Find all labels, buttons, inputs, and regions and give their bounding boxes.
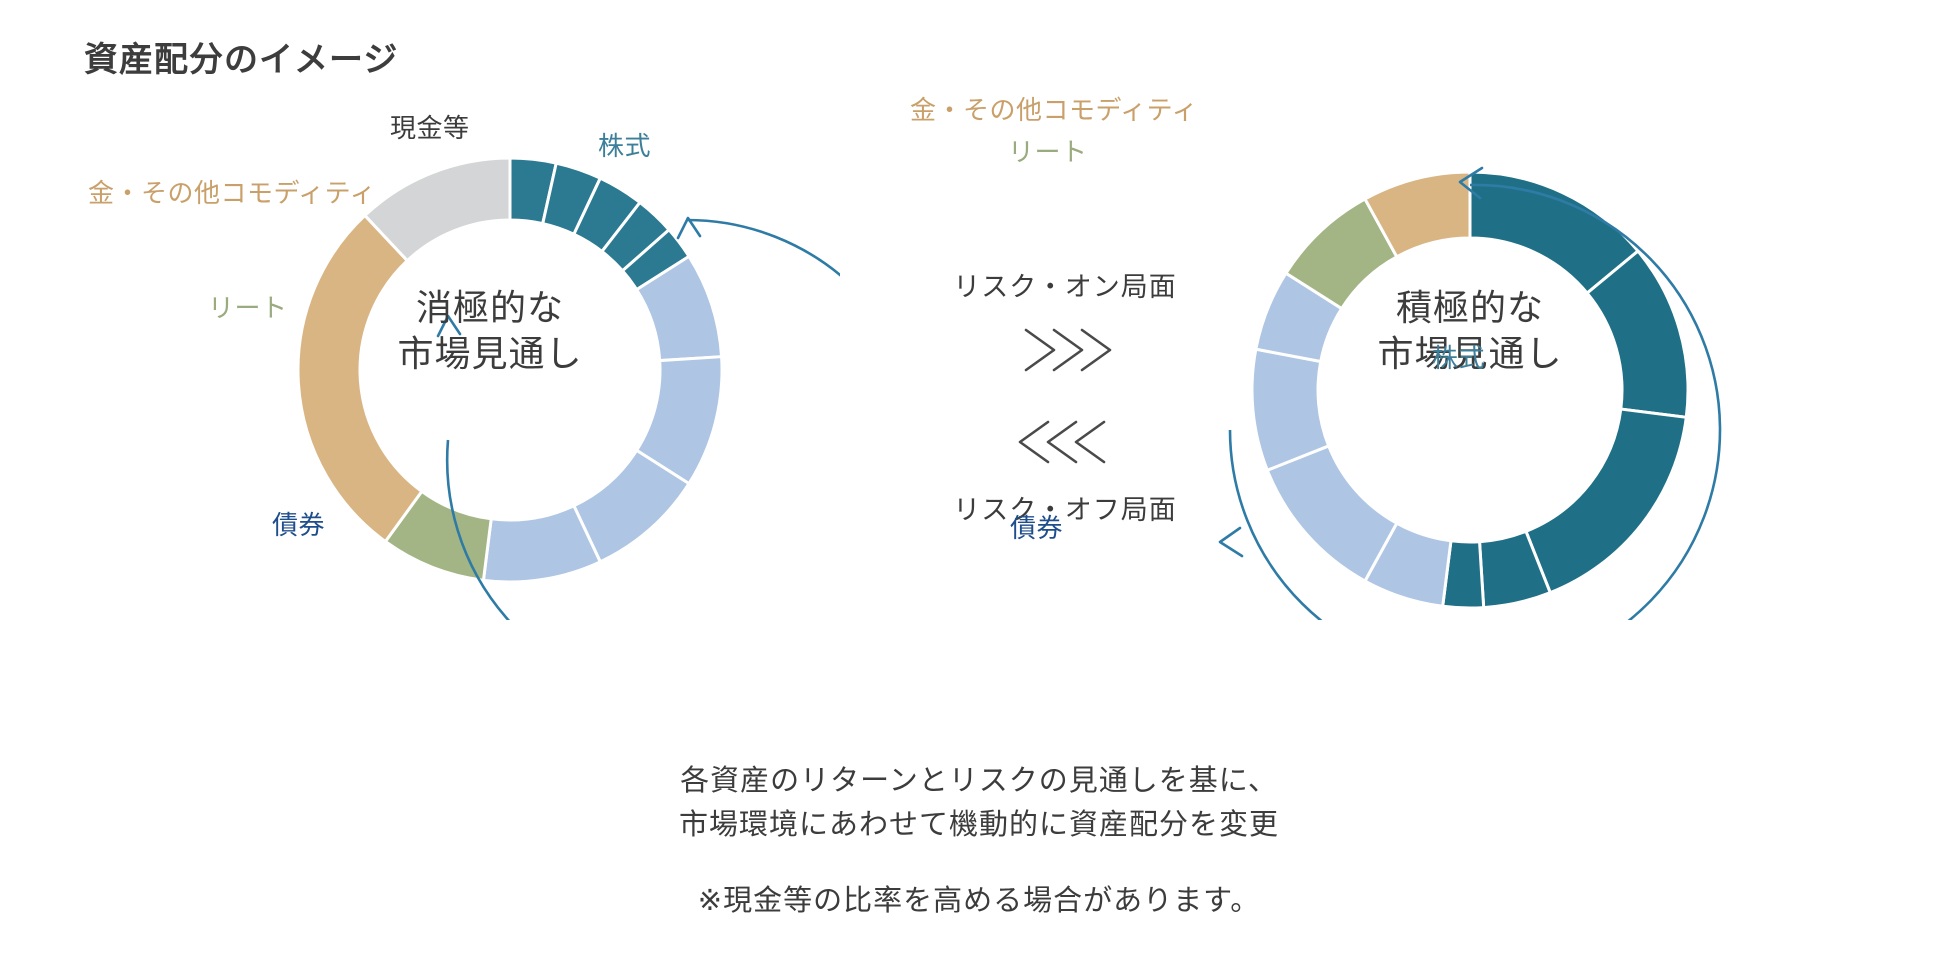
label-bond-right: 債券: [1010, 513, 1064, 543]
risk-on-label: リスク・オン局面: [953, 272, 1177, 302]
label-bond-left: 債券: [272, 510, 326, 540]
aggressive-allocation-chart: 積極的な 市場見通し 金・その他コモディティ リート 株式 債券: [910, 90, 1860, 677]
chevron-left-triple-icon: [900, 396, 1230, 488]
label-equity-left: 株式: [598, 131, 652, 161]
footer-block: 各資産のリターンとリスクの見通しを基に、 市場環境にあわせて機動的に資産配分を変…: [0, 760, 1958, 919]
label-commodity-right: 金・その他コモディティ: [910, 95, 1199, 125]
donut-slice: [1265, 444, 1399, 584]
aggressive-flow-arrow-head-top: [1458, 166, 1484, 200]
footer-note: ※現金等の比率を高める場合があります。: [697, 885, 1261, 917]
risk-off-label: リスク・オフ局面: [953, 495, 1177, 525]
defensive-flow-arrow-head-top: [676, 216, 702, 240]
defensive-donut-svg: [296, 156, 929, 702]
footer-line-2: 市場環境にあわせて機動的に資産配分を変更: [678, 808, 1279, 841]
label-reit-left: リート: [208, 293, 288, 323]
aggressive-flow-arrow-head-bottom: [1218, 526, 1244, 558]
label-equity-right: 株式: [1432, 343, 1486, 373]
defensive-center-line1: 消極的な: [415, 287, 564, 328]
aggressive-center-line1: 積極的な: [1395, 287, 1544, 328]
aggressive-donut-slices: [1250, 170, 1690, 610]
defensive-center-text: 消極的な 市場見通し: [310, 285, 670, 377]
defensive-allocation-chart: 消極的な 市場見通し 現金等 株式 金・その他コモディティ リート 債券: [88, 100, 929, 702]
donut-slice: [1362, 170, 1472, 259]
aggressive-center-line2: 市場見通し: [1377, 333, 1563, 375]
donut-slice: [362, 156, 512, 263]
aggressive-flow-arc: [1228, 183, 1722, 677]
defensive-flow-arrow-head-left: [436, 314, 462, 338]
label-commodity-left: 金・その他コモディティ: [88, 178, 377, 208]
market-phase-block: リスク・オン局面 リスク・オフ局面: [900, 265, 1230, 527]
label-cash-left: 現金等: [390, 113, 470, 143]
page-title: 資産配分のイメージ: [84, 41, 399, 79]
aggressive-center-text: 積極的な 市場見通し: [1285, 285, 1655, 377]
donut-slice: [296, 213, 424, 544]
chevron-right-triple-icon: [900, 304, 1230, 396]
footer-line-1: 各資産のリターンとリスクの見通しを基に、: [680, 765, 1278, 797]
defensive-donut-slices: [296, 156, 724, 584]
label-reit-right: リート: [1008, 137, 1088, 167]
defensive-center-line2: 市場見通し: [397, 333, 583, 375]
aggressive-donut-svg: [1218, 166, 1722, 677]
donut-slice: [1524, 407, 1688, 595]
